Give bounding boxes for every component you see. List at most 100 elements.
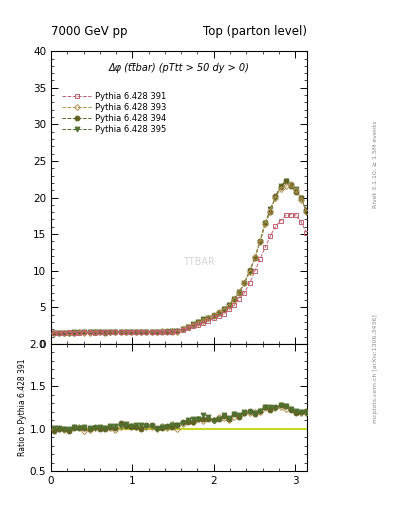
Pythia 6.428 393 — [97, 329, 102, 335]
Pythia 6.428 393 — [299, 197, 304, 203]
Pythia 6.428 394 — [123, 329, 128, 335]
Pythia 6.428 391 — [185, 325, 190, 331]
Pythia 6.428 394 — [113, 329, 118, 335]
Pythia 6.428 394 — [304, 207, 309, 213]
Pythia 6.428 394 — [51, 330, 56, 336]
Pythia 6.428 393 — [92, 329, 97, 335]
Pythia 6.428 391 — [92, 329, 97, 335]
Pythia 6.428 393 — [206, 315, 211, 321]
Pythia 6.428 394 — [247, 267, 252, 273]
Pythia 6.428 393 — [273, 195, 278, 201]
Line: Pythia 6.428 393: Pythia 6.428 393 — [51, 182, 309, 335]
Pythia 6.428 394 — [180, 326, 185, 332]
Pythia 6.428 391 — [113, 329, 118, 335]
Pythia 6.428 391 — [299, 219, 304, 225]
Pythia 6.428 391 — [191, 323, 195, 329]
Pythia 6.428 395 — [160, 329, 164, 335]
Pythia 6.428 395 — [222, 306, 226, 312]
Pythia 6.428 391 — [196, 322, 200, 328]
Pythia 6.428 395 — [232, 296, 237, 302]
Pythia 6.428 394 — [144, 329, 149, 335]
Pythia 6.428 391 — [222, 311, 226, 317]
Pythia 6.428 393 — [216, 309, 221, 315]
Pythia 6.428 393 — [201, 318, 206, 324]
Pythia 6.428 391 — [201, 319, 206, 326]
Pythia 6.428 394 — [87, 329, 92, 335]
Pythia 6.428 393 — [180, 326, 185, 332]
Pythia 6.428 395 — [97, 329, 102, 335]
Pythia 6.428 391 — [257, 256, 262, 262]
Pythia 6.428 394 — [222, 306, 226, 312]
Pythia 6.428 393 — [82, 330, 87, 336]
Pythia 6.428 394 — [160, 329, 164, 335]
Pythia 6.428 394 — [56, 330, 61, 336]
Pythia 6.428 394 — [273, 193, 278, 199]
Pythia 6.428 393 — [232, 297, 237, 303]
Pythia 6.428 395 — [51, 330, 56, 336]
Pythia 6.428 395 — [118, 329, 123, 335]
Pythia 6.428 391 — [77, 330, 82, 336]
Pythia 6.428 393 — [134, 329, 138, 335]
Pythia 6.428 391 — [56, 330, 61, 336]
Pythia 6.428 391 — [288, 211, 293, 218]
Pythia 6.428 394 — [257, 238, 262, 244]
Pythia 6.428 395 — [129, 329, 133, 335]
Pythia 6.428 394 — [139, 329, 143, 335]
Pythia 6.428 393 — [56, 330, 61, 336]
Text: Top (parton level): Top (parton level) — [202, 26, 307, 38]
Pythia 6.428 391 — [87, 329, 92, 335]
Pythia 6.428 393 — [67, 330, 72, 336]
Pythia 6.428 395 — [134, 329, 138, 335]
Pythia 6.428 395 — [154, 329, 159, 335]
Pythia 6.428 393 — [263, 221, 268, 227]
Pythia 6.428 395 — [180, 326, 185, 332]
Text: Rivet 3.1.10; ≥ 1.5M events: Rivet 3.1.10; ≥ 1.5M events — [373, 120, 378, 207]
Pythia 6.428 393 — [196, 319, 200, 326]
Pythia 6.428 395 — [273, 195, 278, 201]
Pythia 6.428 391 — [206, 318, 211, 324]
Pythia 6.428 391 — [67, 329, 72, 335]
Pythia 6.428 395 — [67, 330, 72, 336]
Pythia 6.428 395 — [206, 314, 211, 321]
Pythia 6.428 395 — [175, 328, 180, 334]
Pythia 6.428 395 — [247, 268, 252, 274]
Pythia 6.428 395 — [165, 329, 169, 335]
Pythia 6.428 394 — [232, 295, 237, 302]
Line: Pythia 6.428 391: Pythia 6.428 391 — [51, 212, 309, 335]
Pythia 6.428 391 — [129, 329, 133, 335]
Text: mcplots.cern.ch [arXiv:1306.3436]: mcplots.cern.ch [arXiv:1306.3436] — [373, 314, 378, 423]
Pythia 6.428 391 — [227, 306, 231, 312]
Pythia 6.428 391 — [123, 329, 128, 335]
Pythia 6.428 394 — [227, 303, 231, 309]
Pythia 6.428 391 — [154, 329, 159, 335]
Pythia 6.428 393 — [247, 269, 252, 275]
Pythia 6.428 394 — [211, 312, 216, 318]
Pythia 6.428 391 — [247, 280, 252, 286]
Pythia 6.428 395 — [196, 319, 200, 326]
Pythia 6.428 394 — [216, 310, 221, 316]
Pythia 6.428 391 — [278, 218, 283, 224]
Pythia 6.428 391 — [211, 315, 216, 321]
Pythia 6.428 394 — [170, 329, 174, 335]
Text: 7000 GeV pp: 7000 GeV pp — [51, 26, 128, 38]
Pythia 6.428 395 — [252, 255, 257, 262]
Pythia 6.428 391 — [97, 329, 102, 335]
Pythia 6.428 394 — [252, 255, 257, 262]
Pythia 6.428 394 — [185, 324, 190, 330]
Pythia 6.428 395 — [149, 329, 154, 335]
Pythia 6.428 393 — [103, 329, 108, 335]
Pythia 6.428 391 — [144, 329, 149, 335]
Pythia 6.428 394 — [154, 329, 159, 335]
Pythia 6.428 393 — [237, 289, 242, 295]
Pythia 6.428 394 — [294, 189, 298, 195]
Pythia 6.428 391 — [72, 330, 77, 336]
Pythia 6.428 395 — [61, 330, 66, 336]
Pythia 6.428 394 — [118, 329, 123, 335]
Pythia 6.428 394 — [201, 317, 206, 324]
Pythia 6.428 395 — [113, 329, 118, 335]
Pythia 6.428 393 — [242, 280, 247, 286]
Pythia 6.428 394 — [72, 330, 77, 336]
Pythia 6.428 393 — [268, 208, 273, 215]
Pythia 6.428 393 — [211, 312, 216, 318]
Pythia 6.428 393 — [51, 330, 56, 336]
